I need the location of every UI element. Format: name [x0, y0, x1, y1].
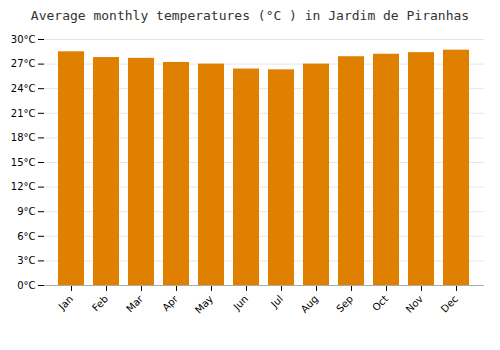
svg-text:12°C: 12°C [11, 181, 36, 192]
svg-text:27°C: 27°C [11, 58, 36, 69]
svg-text:May: May [193, 293, 215, 315]
svg-text:Nov: Nov [404, 293, 426, 315]
svg-text:15°C: 15°C [11, 157, 36, 168]
svg-text:24°C: 24°C [11, 83, 36, 94]
svg-text:21°C: 21°C [11, 108, 36, 119]
svg-text:Dec: Dec [439, 293, 460, 314]
svg-text:0°C: 0°C [17, 280, 35, 291]
svg-text:18°C: 18°C [11, 132, 36, 143]
html-text:Average monthly temperatures (: Average monthly temperatures (°C ) in Ja… [30, 8, 470, 23]
svg-text:Jun: Jun [231, 293, 251, 313]
svg-text:Mar: Mar [124, 293, 146, 315]
svg-text:Jan: Jan [56, 293, 75, 312]
svg-text:Aug: Aug [299, 293, 321, 315]
svg-text:Jul: Jul [268, 293, 285, 310]
svg-text:Sep: Sep [334, 293, 355, 314]
svg-text:30°C: 30°C [11, 34, 36, 45]
svg-text:9°C: 9°C [17, 206, 35, 217]
svg-text:Feb: Feb [90, 293, 110, 313]
svg-text:Apr: Apr [160, 293, 181, 314]
svg-text:3°C: 3°C [17, 255, 35, 266]
svg-text:6°C: 6°C [17, 231, 35, 242]
svg-text:Oct: Oct [370, 293, 390, 313]
